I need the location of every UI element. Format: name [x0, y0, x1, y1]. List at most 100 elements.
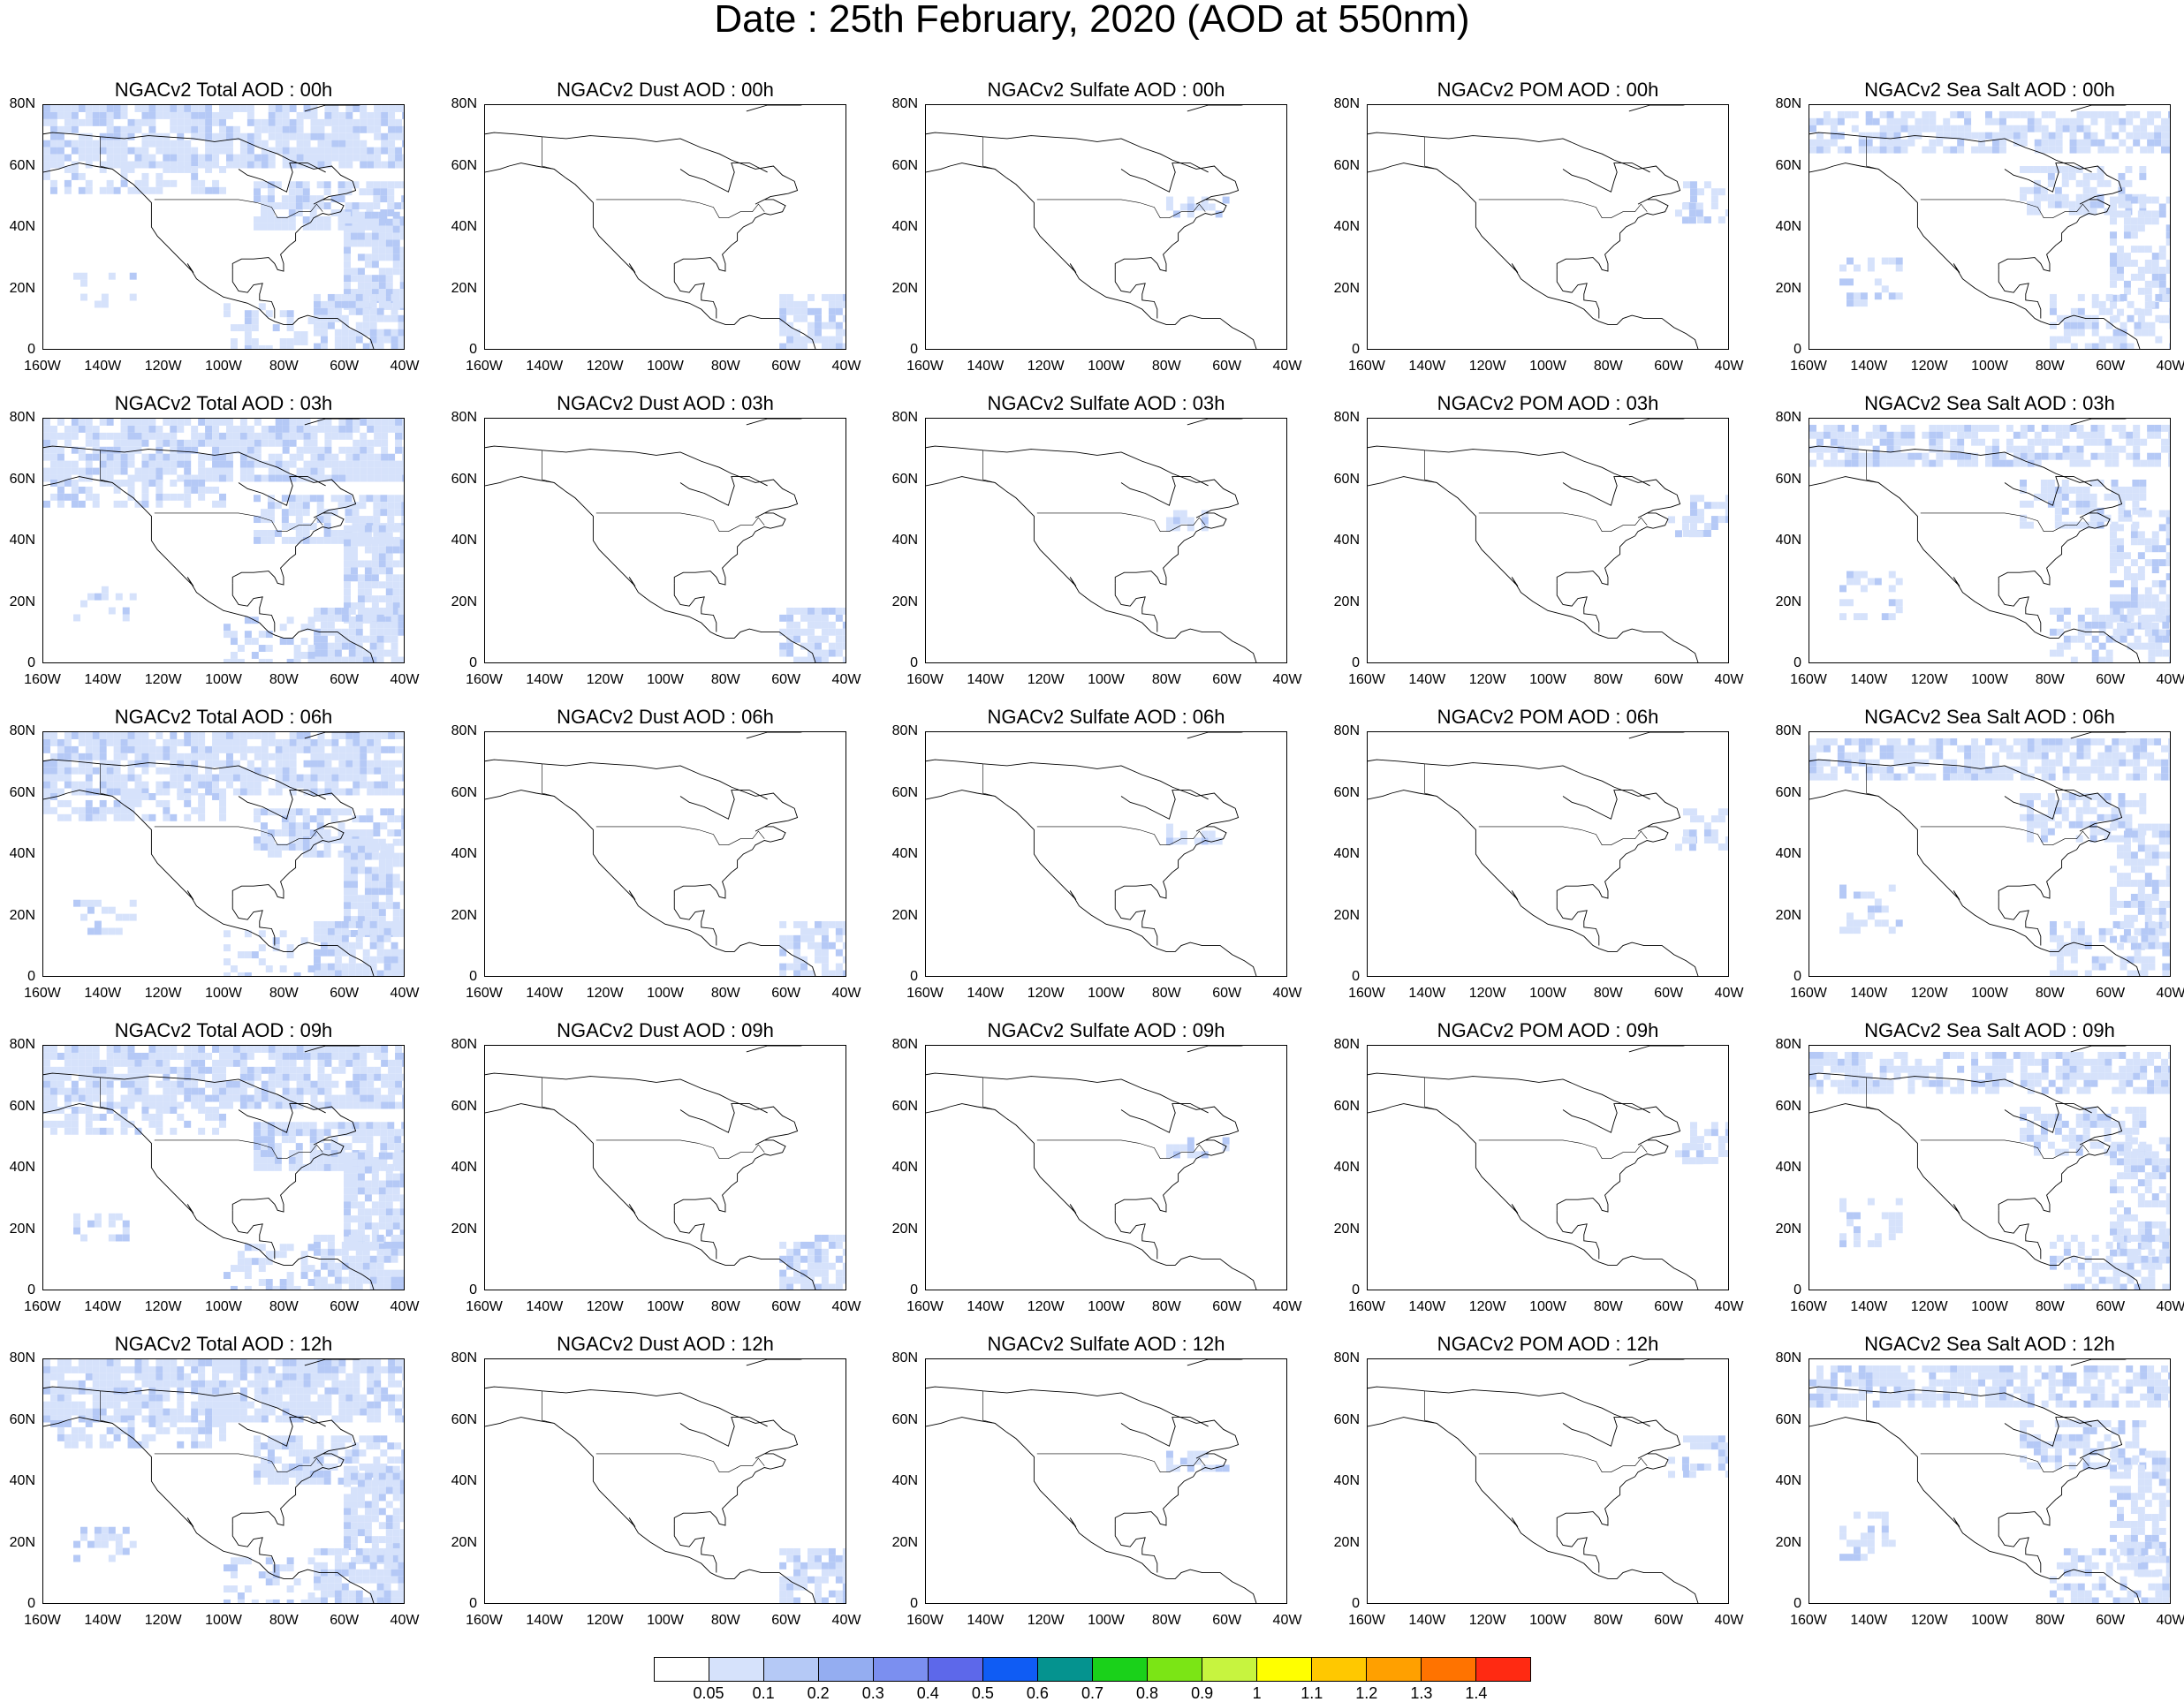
lat-tick-label: 20N	[1766, 1222, 1801, 1237]
lon-tick-label: 160W	[466, 1613, 503, 1629]
lat-tick-label: 60N	[442, 472, 477, 488]
colorbar-box	[1422, 1658, 1476, 1681]
panel-title: NGACv2 Total AOD : 06h	[115, 707, 333, 728]
colorbar-box	[1093, 1658, 1148, 1681]
lon-tick-label: 100W	[1088, 986, 1125, 1002]
lat-tick-label: 60N	[1324, 158, 1360, 174]
lat-tick-label: 80N	[0, 96, 35, 112]
lon-tick-label: 140W	[84, 359, 121, 374]
map-panel	[1809, 418, 2171, 663]
lat-tick-label: 0	[1324, 1596, 1360, 1612]
lat-tick-label: 0	[1766, 342, 1801, 358]
lat-tick-label: 80N	[1766, 1350, 1801, 1366]
lon-tick-label: 40W	[391, 986, 420, 1002]
panel-title: NGACv2 Total AOD : 03h	[115, 393, 333, 414]
map-panel	[484, 731, 846, 977]
lat-tick-label: 40N	[1324, 1160, 1360, 1176]
aod-shading	[1675, 1122, 1728, 1164]
lon-tick-label: 40W	[1715, 1613, 1744, 1629]
map-panel	[484, 418, 846, 663]
colorbar-label: 0.1	[753, 1685, 775, 1701]
lon-tick-label: 60W	[330, 1299, 359, 1315]
aod-shading	[1809, 738, 2170, 976]
lon-tick-label: 140W	[526, 672, 563, 688]
lat-tick-label: 60N	[1766, 158, 1801, 174]
lon-tick-label: 100W	[1088, 359, 1125, 374]
lon-tick-label: 120W	[145, 359, 182, 374]
aod-shading	[43, 732, 404, 976]
lat-tick-label: 80N	[1324, 1350, 1360, 1366]
lat-tick-label: 40N	[1324, 846, 1360, 862]
panel-title: NGACv2 Dust AOD : 06h	[557, 707, 774, 728]
aod-shading	[1809, 1052, 2170, 1290]
map-panel	[925, 104, 1287, 350]
lon-tick-label: 160W	[24, 672, 61, 688]
lat-tick-label: 80N	[442, 1037, 477, 1053]
panel-title: NGACv2 Sulfate AOD : 03h	[987, 393, 1225, 414]
lat-tick-label: 0	[1766, 655, 1801, 671]
lat-tick-label: 60N	[442, 785, 477, 801]
lon-tick-label: 120W	[587, 1299, 624, 1315]
lon-tick-label: 160W	[906, 1613, 944, 1629]
lon-tick-label: 80W	[2036, 1613, 2065, 1629]
map-panel	[925, 1045, 1287, 1290]
lat-tick-label: 40N	[883, 219, 918, 235]
map-panel	[1367, 731, 1729, 977]
lon-tick-label: 140W	[1850, 672, 1887, 688]
lon-tick-label: 140W	[1850, 1299, 1887, 1315]
lon-tick-label: 120W	[1469, 1613, 1506, 1629]
lon-tick-label: 60W	[1212, 1613, 1241, 1629]
map-panel	[1809, 731, 2171, 977]
lon-tick-label: 140W	[967, 1299, 1004, 1315]
panel-title: NGACv2 Total AOD : 09h	[115, 1020, 333, 1041]
lon-tick-label: 140W	[967, 359, 1004, 374]
colorbar-box	[1312, 1658, 1367, 1681]
lon-tick-label: 160W	[1790, 672, 1827, 688]
lat-tick-label: 20N	[1766, 594, 1801, 610]
panel-title: NGACv2 Dust AOD : 09h	[557, 1020, 774, 1041]
lat-tick-label: 40N	[883, 1160, 918, 1176]
lon-tick-label: 40W	[1273, 1613, 1302, 1629]
aod-shading	[43, 419, 404, 662]
lon-tick-label: 120W	[587, 359, 624, 374]
lat-tick-label: 20N	[442, 1535, 477, 1551]
lat-tick-label: 60N	[0, 1099, 35, 1115]
coastline	[926, 1359, 1271, 1603]
lon-tick-label: 40W	[2157, 672, 2184, 688]
lat-tick-label: 80N	[1766, 723, 1801, 739]
lon-tick-label: 120W	[587, 986, 624, 1002]
lon-tick-label: 160W	[24, 1613, 61, 1629]
map-panel	[1809, 104, 2171, 350]
coastline	[485, 419, 830, 662]
lon-tick-label: 80W	[1152, 1613, 1181, 1629]
lat-tick-label: 0	[442, 1596, 477, 1612]
coastline	[1368, 419, 1713, 662]
lon-tick-label: 80W	[1152, 1299, 1181, 1315]
lon-tick-label: 80W	[1594, 672, 1623, 688]
lon-tick-label: 120W	[1469, 986, 1506, 1002]
aod-shading	[1675, 808, 1728, 851]
lat-tick-label: 40N	[1766, 1160, 1801, 1176]
lat-tick-label: 20N	[1324, 1535, 1360, 1551]
colorbar-box	[1202, 1658, 1257, 1681]
lon-tick-label: 80W	[1152, 672, 1181, 688]
lon-tick-label: 120W	[1028, 1299, 1065, 1315]
lat-tick-label: 80N	[442, 96, 477, 112]
lon-tick-label: 100W	[647, 986, 684, 1002]
lat-tick-label: 40N	[1766, 1473, 1801, 1489]
map-panel	[925, 731, 1287, 977]
lat-tick-label: 0	[0, 1596, 35, 1612]
coastline	[1368, 732, 1713, 976]
lon-tick-label: 140W	[1408, 986, 1445, 1002]
coastline	[485, 105, 830, 349]
lat-tick-label: 80N	[1324, 723, 1360, 739]
colorbar-label: 0.3	[862, 1685, 884, 1701]
lon-tick-label: 60W	[771, 1613, 800, 1629]
aod-shading	[1668, 495, 1728, 537]
lon-tick-label: 140W	[967, 1613, 1004, 1629]
lon-tick-label: 160W	[1790, 1299, 1827, 1315]
lon-tick-label: 160W	[24, 359, 61, 374]
lon-tick-label: 80W	[2036, 986, 2065, 1002]
lon-tick-label: 140W	[1408, 1613, 1445, 1629]
lon-tick-label: 40W	[2157, 1299, 2184, 1315]
